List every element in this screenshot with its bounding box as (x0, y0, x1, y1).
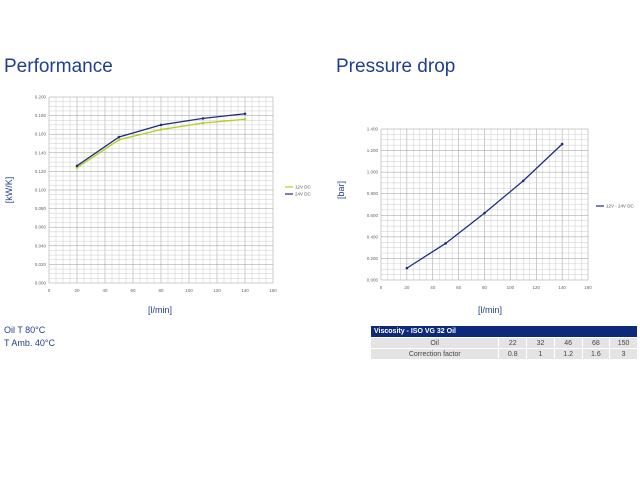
x-tick-label: 100 (185, 288, 193, 293)
oil-cell: 68 (582, 338, 610, 348)
y-tick-label: 0.200 (367, 256, 379, 261)
y-tick-label: 1.400 (367, 127, 379, 132)
x-tick-label: 120 (532, 285, 540, 290)
y-tick-label: 0.000 (367, 278, 379, 283)
x-tick-label: 0 (380, 285, 383, 290)
x-tick-label: 60 (130, 288, 136, 293)
data-point (159, 128, 163, 131)
factor-cell: 0.8 (499, 349, 527, 359)
x-axis-label: [l/min] (478, 305, 502, 315)
data-point (444, 242, 447, 245)
x-tick-label: 160 (269, 288, 277, 293)
data-point (560, 142, 564, 146)
data-point (405, 266, 409, 270)
y-tick-label: 0.120 (35, 169, 47, 174)
factor-cell: 3 (610, 349, 637, 359)
y-tick-label: 0.000 (35, 281, 47, 286)
x-axis-label: [l/min] (148, 305, 172, 315)
y-tick-label: 0.400 (367, 234, 379, 239)
y-tick-label: 0.040 (35, 243, 47, 248)
y-tick-label: 1.000 (367, 170, 379, 175)
legend-label: 12V DC (295, 185, 312, 190)
x-tick-label: 20 (74, 288, 80, 293)
y-tick-label: 0.180 (35, 113, 47, 118)
y-axis-label: [bar] (336, 181, 346, 199)
data-point (483, 211, 486, 215)
performance-title: Performance (4, 56, 113, 77)
data-point (75, 166, 79, 169)
y-tick-label: 0.020 (35, 262, 47, 267)
x-tick-label: 20 (404, 285, 410, 290)
oil-cell: 22 (499, 338, 527, 348)
viscosity-title: Viscosity - ISO VG 32 Oil (371, 326, 637, 337)
oil-cell: 150 (610, 338, 637, 348)
y-tick-label: 1.200 (367, 148, 379, 153)
x-tick-label: 60 (456, 285, 462, 290)
factor-cell: 1.6 (582, 349, 610, 359)
factor-cell: 1.2 (554, 349, 582, 359)
data-point (75, 164, 79, 168)
oil-temp-note: Oil T 80°C (4, 325, 46, 335)
x-tick-label: 140 (558, 285, 566, 290)
x-tick-label: 120 (213, 288, 221, 293)
x-tick-label: 40 (102, 288, 108, 293)
ambient-temp-note: T Amb. 40°C (4, 338, 55, 348)
x-tick-label: 80 (158, 288, 164, 293)
y-tick-label: 0.160 (35, 132, 47, 137)
y-tick-label: 0.140 (35, 150, 47, 155)
data-point (117, 135, 121, 139)
data-point (201, 121, 205, 125)
legend-label: 24V DC (295, 192, 312, 197)
data-point (243, 118, 247, 121)
oil-cell: 46 (554, 338, 582, 348)
y-tick-label: 0.080 (35, 206, 47, 211)
y-tick-label: 0.800 (367, 191, 379, 196)
legend-label: 12V - 24V DC (606, 204, 635, 209)
y-tick-label: 0.100 (35, 188, 47, 193)
viscosity-table: Viscosity - ISO VG 32 Oil Oil 22 32 46 6… (370, 325, 638, 360)
x-tick-label: 160 (584, 285, 592, 290)
data-point (201, 117, 205, 120)
data-point (159, 123, 163, 127)
data-point (117, 138, 121, 142)
y-tick-label: 0.060 (35, 225, 47, 230)
x-tick-label: 100 (507, 285, 515, 290)
data-point (243, 112, 247, 116)
y-tick-label: 0.200 (35, 95, 47, 100)
x-tick-label: 140 (241, 288, 249, 293)
correction-factor-label: Correction factor (371, 349, 499, 359)
oil-label: Oil (371, 338, 499, 348)
x-tick-label: 80 (482, 285, 488, 290)
pressure-drop-title: Pressure drop (336, 56, 456, 77)
data-point (522, 179, 525, 183)
x-tick-label: 0 (48, 288, 51, 293)
y-tick-label: 0.600 (367, 213, 379, 218)
x-tick-label: 40 (430, 285, 436, 290)
factor-cell: 1 (527, 349, 554, 359)
y-axis-label: [kW/K] (4, 177, 14, 204)
oil-cell: 32 (527, 338, 554, 348)
